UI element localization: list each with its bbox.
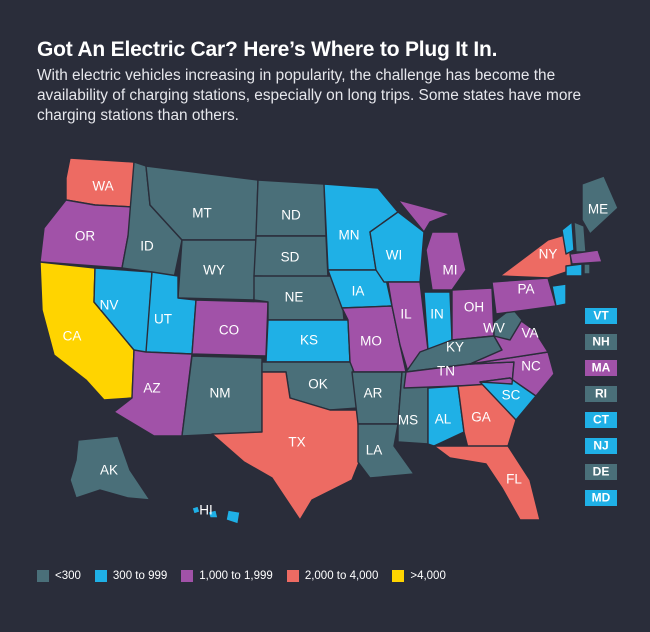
state-box-label-md: MD bbox=[592, 491, 611, 505]
state-box-ct bbox=[585, 412, 617, 428]
state-label-or: OR bbox=[75, 229, 96, 244]
state-box-ri bbox=[585, 386, 617, 402]
state-box-nh bbox=[585, 334, 617, 350]
legend-label: 300 to 999 bbox=[112, 570, 168, 582]
legend-label: >4,000 bbox=[410, 570, 446, 582]
state-ma bbox=[569, 249, 603, 265]
state-label-ia: IA bbox=[352, 284, 365, 299]
state-label-tx: TX bbox=[288, 435, 305, 450]
state-ak bbox=[69, 435, 151, 501]
state-box-label-ma: MA bbox=[592, 361, 611, 375]
state-box-label-vt: VT bbox=[593, 309, 609, 323]
state-label-ky: KY bbox=[446, 340, 464, 355]
state-label-ar: AR bbox=[364, 386, 383, 401]
state-label-co: CO bbox=[219, 323, 239, 338]
legend-item: 2,000 to 4,000 bbox=[286, 570, 379, 582]
legend: <300 300 to 999 1,000 to 1,999 2,000 to 4,0… bbox=[37, 570, 446, 582]
state-label-ak: AK bbox=[100, 463, 118, 478]
state-box-vt bbox=[585, 308, 617, 324]
state-label-mn: MN bbox=[339, 228, 360, 243]
state-label-sc: SC bbox=[502, 388, 521, 403]
legend-item: <300 bbox=[37, 570, 81, 582]
state-ny bbox=[499, 233, 573, 279]
state-label-nd: ND bbox=[281, 208, 301, 223]
legend-swatch bbox=[392, 570, 405, 582]
legend-swatch bbox=[94, 570, 107, 582]
state-box-label-nj: NJ bbox=[593, 439, 608, 453]
state-ct bbox=[565, 263, 583, 277]
legend-item: 300 to 999 bbox=[94, 570, 168, 582]
state-label-va: VA bbox=[521, 326, 538, 341]
state-label-la: LA bbox=[366, 443, 383, 458]
state-ri bbox=[583, 263, 591, 275]
legend-label: <300 bbox=[55, 570, 81, 582]
state-label-wy: WY bbox=[203, 263, 225, 278]
state-label-nc: NC bbox=[521, 359, 541, 374]
state-label-tn: TN bbox=[437, 364, 455, 379]
state-label-mi: MI bbox=[443, 263, 458, 278]
legend-swatch bbox=[37, 570, 49, 582]
state-fl bbox=[433, 445, 541, 521]
state-label-al: AL bbox=[435, 412, 452, 427]
state-label-me: ME bbox=[588, 202, 608, 217]
state-me bbox=[581, 175, 619, 235]
state-label-ms: MS bbox=[398, 413, 418, 428]
state-label-wa: WA bbox=[92, 179, 113, 194]
state-label-oh: OH bbox=[464, 300, 484, 315]
state-vt bbox=[561, 221, 575, 255]
state-box-de bbox=[585, 464, 617, 480]
legend-item: 1,000 to 1,999 bbox=[181, 570, 273, 582]
state-label-ca: CA bbox=[63, 329, 82, 344]
state-box-ma bbox=[585, 360, 617, 376]
state-box-md bbox=[585, 490, 617, 506]
state-label-ok: OK bbox=[308, 377, 328, 392]
state-label-il: IL bbox=[400, 307, 412, 322]
state-label-hi: HI bbox=[199, 503, 213, 518]
state-nh bbox=[573, 221, 587, 253]
map-subtitle: With electric vehicles increasing in pop… bbox=[37, 67, 582, 124]
state-label-nm: NM bbox=[210, 386, 231, 401]
state-label-fl: FL bbox=[506, 472, 522, 487]
state-nj bbox=[551, 283, 567, 307]
state-label-mt: MT bbox=[192, 206, 212, 221]
state-label-ny: NY bbox=[539, 247, 558, 262]
state-hi bbox=[191, 505, 241, 525]
state-label-sd: SD bbox=[281, 250, 300, 265]
state-tx bbox=[211, 371, 369, 521]
state-label-wi: WI bbox=[386, 248, 403, 263]
state-label-mo: MO bbox=[360, 334, 382, 349]
state-label-id: ID bbox=[140, 239, 154, 254]
state-label-nv: NV bbox=[100, 298, 119, 313]
legend-swatch bbox=[181, 570, 194, 582]
state-al bbox=[427, 385, 465, 447]
legend-item: >4,000 bbox=[392, 570, 446, 582]
state-box-label-de: DE bbox=[593, 465, 610, 479]
state-box-label-ri: RI bbox=[595, 387, 607, 401]
legend-label: 2,000 to 4,000 bbox=[304, 570, 379, 582]
state-box-label-nh: NH bbox=[592, 335, 609, 349]
state-label-az: AZ bbox=[143, 381, 160, 396]
state-label-ut: UT bbox=[154, 312, 172, 327]
state-nc bbox=[469, 351, 555, 397]
state-box-nj bbox=[585, 438, 617, 454]
state-box-label-ct: CT bbox=[593, 413, 610, 427]
state-label-ks: KS bbox=[300, 333, 318, 348]
state-label-ne: NE bbox=[285, 290, 304, 305]
state-label-pa: PA bbox=[517, 282, 534, 297]
state-label-in: IN bbox=[430, 307, 444, 322]
state-label-wv: WV bbox=[483, 321, 505, 336]
legend-swatch bbox=[286, 570, 299, 582]
legend-label: 1,000 to 1,999 bbox=[199, 570, 273, 582]
state-label-ga: GA bbox=[471, 410, 491, 425]
map-title: Got An Electric Car? Here’s Where to Plu… bbox=[37, 38, 498, 61]
